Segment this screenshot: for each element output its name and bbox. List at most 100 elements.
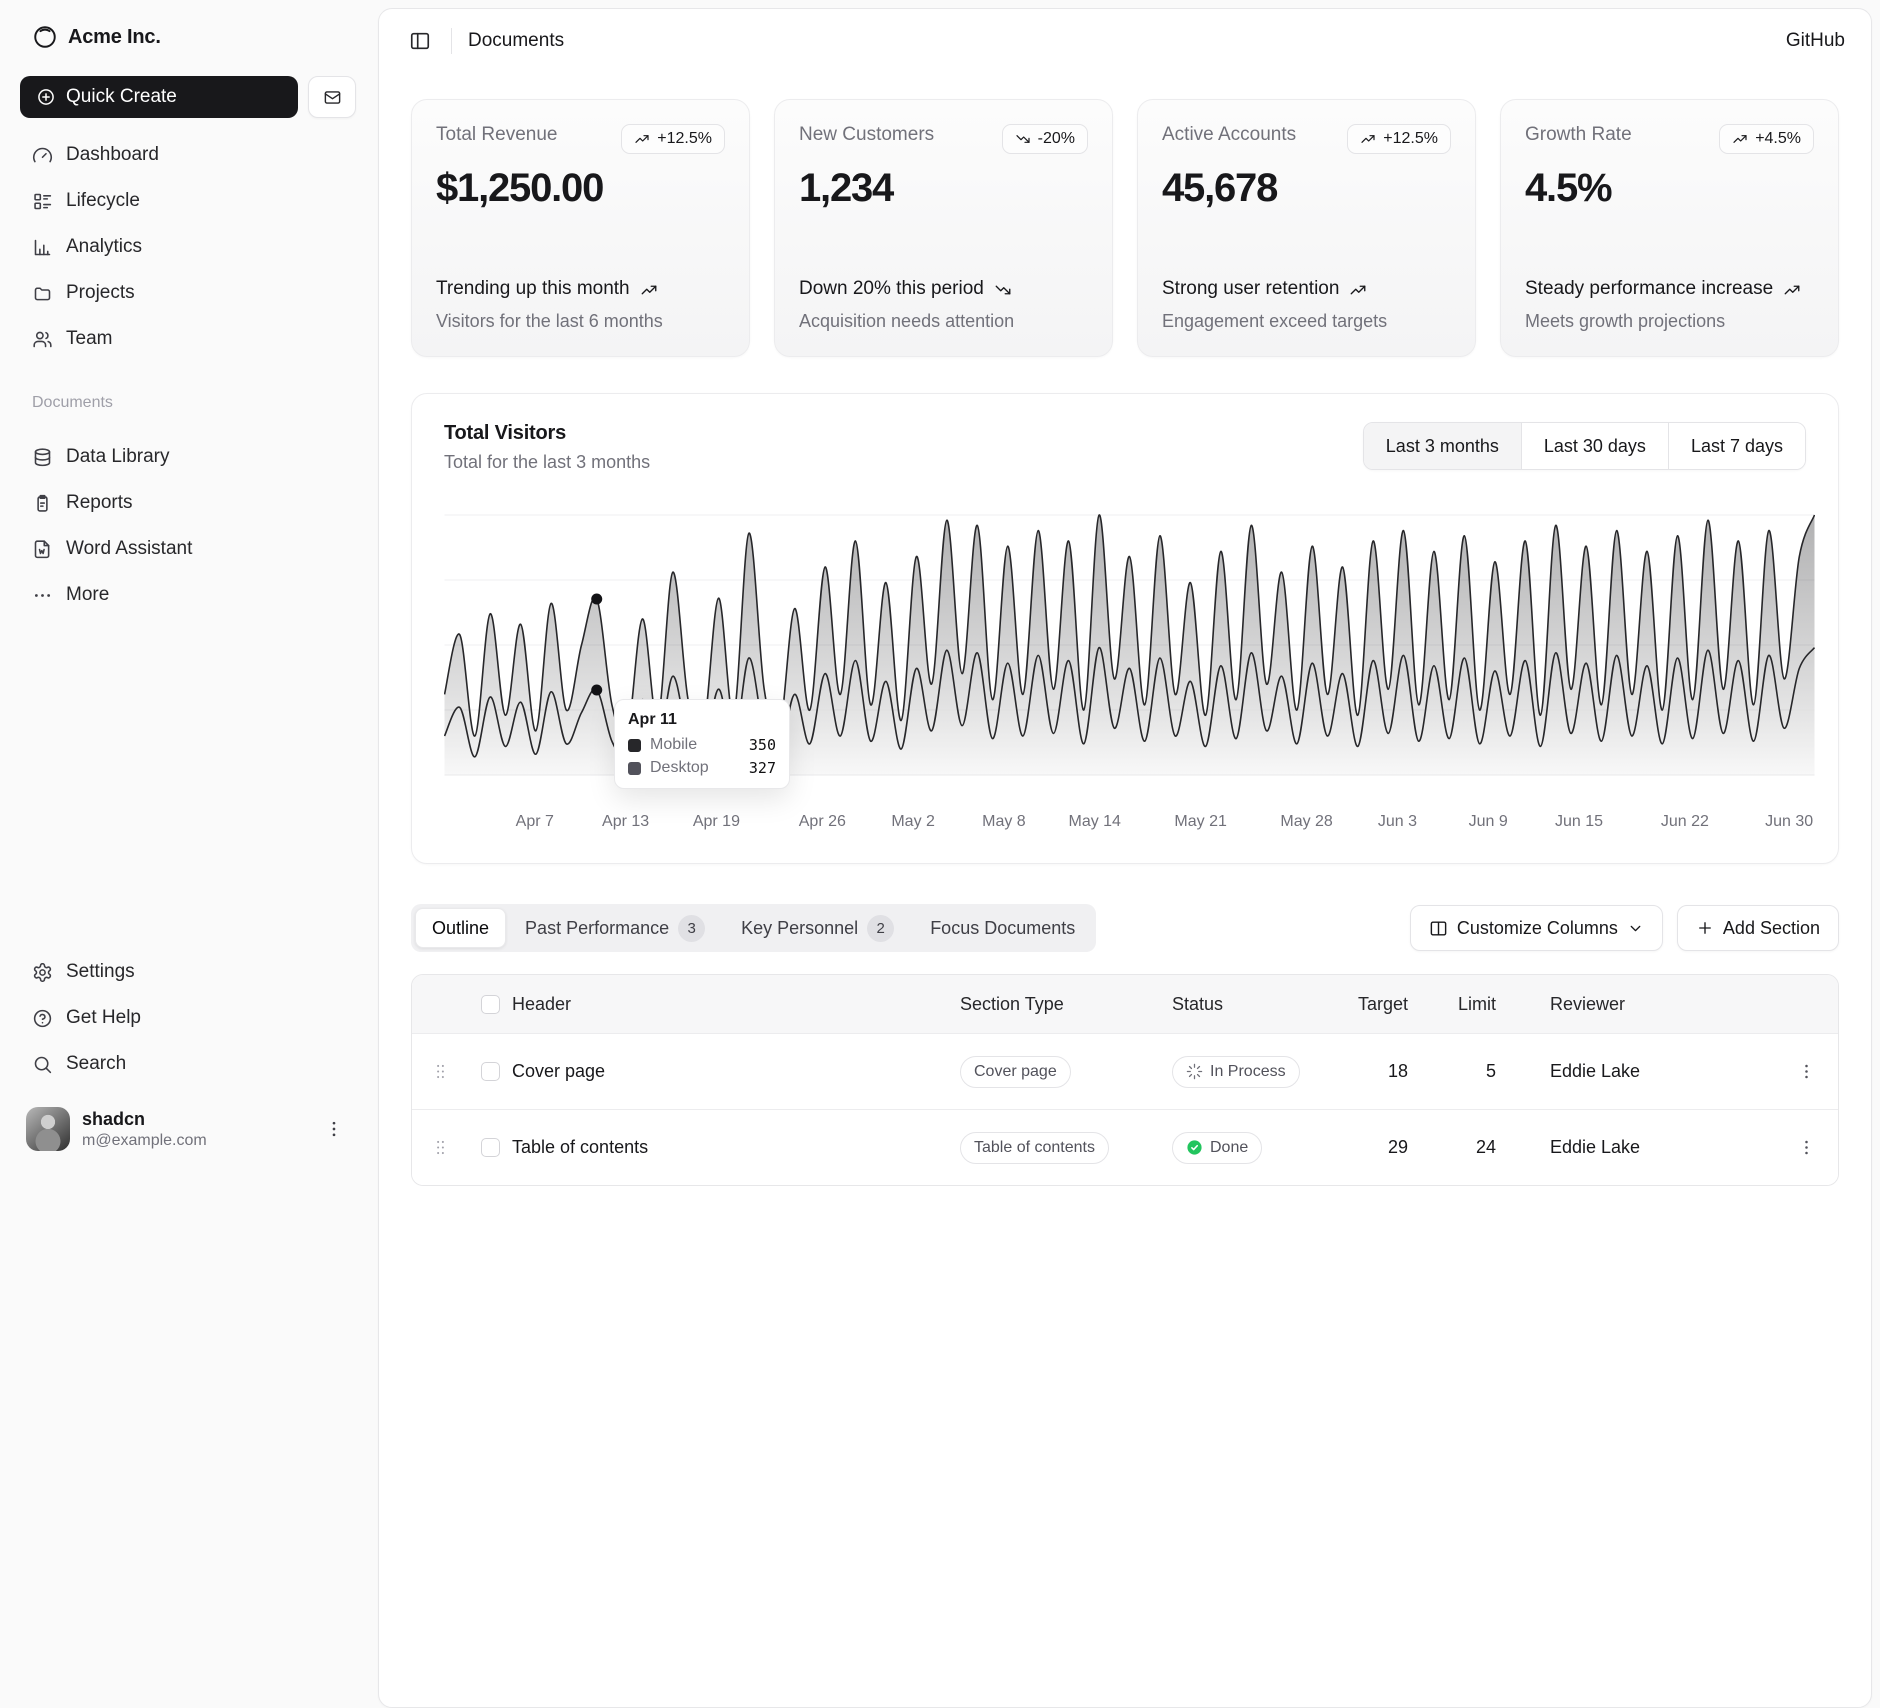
sidebar-item-team[interactable]: Team: [18, 316, 358, 362]
range-button-last-30-days[interactable]: Last 30 days: [1521, 423, 1668, 469]
x-axis-tick: May 14: [1068, 813, 1120, 831]
stat-card-value: $1,250.00: [436, 166, 725, 211]
stat-card-footnote: Steady performance increase: [1525, 277, 1814, 302]
sidebar-item-projects[interactable]: Projects: [18, 270, 358, 316]
user-menu[interactable]: shadcn m@example.com: [18, 1097, 358, 1161]
sidebar-item-search[interactable]: Search: [18, 1041, 358, 1087]
stat-cards: Total Revenue+12.5%$1,250.00Trending up …: [379, 73, 1871, 357]
loader-icon: [1186, 1063, 1203, 1080]
customize-columns-label: Customize Columns: [1457, 918, 1618, 939]
brand[interactable]: Acme Inc.: [18, 14, 358, 60]
x-axis-tick: Apr 19: [693, 813, 740, 831]
column-header-header: Header: [512, 994, 960, 1015]
x-axis-tick: Apr 13: [602, 813, 649, 831]
sidebar-item-dashboard[interactable]: Dashboard: [18, 132, 358, 178]
chevron-down-icon: [1627, 920, 1644, 937]
users-icon: [32, 329, 53, 350]
drag-handle-icon[interactable]: [412, 1062, 468, 1081]
stat-card-title: Active Accounts: [1162, 124, 1296, 146]
range-button-last-7-days[interactable]: Last 7 days: [1668, 423, 1805, 469]
trending-up-icon: [634, 131, 650, 147]
file-w-icon: [32, 539, 53, 560]
sidebar-item-label: Search: [66, 1053, 126, 1075]
row-menu-kebab-icon[interactable]: [1774, 1056, 1838, 1087]
stat-card-description: Acquisition needs attention: [799, 311, 1088, 332]
sidebar-item-label: Analytics: [66, 236, 142, 258]
trending-up-icon: [1349, 281, 1367, 299]
mail-icon: [323, 88, 342, 107]
stat-card-growth-rate: Growth Rate+4.5%4.5%Steady performance i…: [1500, 99, 1839, 357]
reviewer-cell[interactable]: Eddie Lake: [1524, 1137, 1774, 1158]
reviewer-cell[interactable]: Eddie Lake: [1524, 1061, 1774, 1082]
trend-badge-value: +12.5%: [657, 130, 712, 148]
target-cell[interactable]: 29: [1354, 1137, 1436, 1158]
row-header-cell: Table of contents: [512, 1137, 960, 1158]
page-header: Documents GitHub: [379, 9, 1871, 73]
stat-card-active-accounts: Active Accounts+12.5%45,678Strong user r…: [1137, 99, 1476, 357]
sidebar-toggle-icon[interactable]: [405, 26, 435, 56]
x-axis-tick: May 8: [982, 813, 1026, 831]
stat-card-title: New Customers: [799, 124, 934, 146]
row-checkbox[interactable]: [481, 1138, 500, 1157]
trend-badge: +12.5%: [621, 124, 725, 154]
dots-icon: [32, 585, 53, 606]
search-icon: [32, 1054, 53, 1075]
user-menu-kebab-icon[interactable]: [318, 1113, 350, 1145]
tab-focus-documents[interactable]: Focus Documents: [913, 908, 1092, 948]
stat-card-title: Total Revenue: [436, 124, 557, 146]
columns-icon: [1429, 919, 1448, 938]
sidebar-item-reports[interactable]: Reports: [18, 480, 358, 526]
stat-card-footnote: Strong user retention: [1162, 277, 1451, 302]
trending-down-icon: [994, 281, 1012, 299]
x-axis-tick: Jun 22: [1661, 813, 1709, 831]
quick-create-button[interactable]: Quick Create: [20, 76, 298, 118]
customize-columns-button[interactable]: Customize Columns: [1410, 905, 1663, 951]
tab-outline[interactable]: Outline: [415, 908, 506, 948]
column-header-section-type: Section Type: [960, 994, 1172, 1015]
status-badge: Done: [1172, 1132, 1262, 1164]
sidebar-item-analytics[interactable]: Analytics: [18, 224, 358, 270]
user-name: shadcn: [82, 1109, 207, 1130]
tab-key-personnel[interactable]: Key Personnel 2: [724, 908, 911, 948]
db-icon: [32, 447, 53, 468]
sidebar-item-settings[interactable]: Settings: [18, 949, 358, 995]
sidebar-item-data-library[interactable]: Data Library: [18, 434, 358, 480]
list-icon: [32, 191, 53, 212]
section-tabs-row: OutlinePast Performance3 Key Personnel 2 Fo…: [411, 904, 1839, 952]
drag-handle-icon[interactable]: [412, 1138, 468, 1157]
chart-icon: [32, 237, 53, 258]
select-all-checkbox[interactable]: [481, 995, 500, 1014]
x-axis-tick: May 21: [1174, 813, 1226, 831]
range-button-last-3-months[interactable]: Last 3 months: [1364, 423, 1521, 469]
limit-cell[interactable]: 5: [1436, 1061, 1524, 1082]
tab-count-badge: 3: [678, 915, 705, 942]
avatar: [26, 1107, 70, 1151]
tab-count-badge: 2: [867, 915, 894, 942]
target-cell[interactable]: 18: [1354, 1061, 1436, 1082]
row-menu-kebab-icon[interactable]: [1774, 1132, 1838, 1163]
trend-badge-value: +4.5%: [1755, 130, 1801, 148]
check-circle-icon: [1186, 1139, 1203, 1156]
trend-badge-value: +12.5%: [1383, 130, 1438, 148]
table-row-table-of-contents: Table of contentsTable of contentsDone29…: [412, 1109, 1838, 1185]
chart-area[interactable]: Apr 7Apr 13Apr 19Apr 26May 2May 8May 14M…: [444, 503, 1806, 837]
tab-label: Key Personnel: [741, 918, 858, 939]
trending-up-icon: [1732, 131, 1748, 147]
sidebar-item-get-help[interactable]: Get Help: [18, 995, 358, 1041]
trending-up-icon: [1783, 281, 1801, 299]
github-link[interactable]: GitHub: [1786, 30, 1845, 52]
sidebar-item-lifecycle[interactable]: Lifecycle: [18, 178, 358, 224]
sidebar-item-label: More: [66, 584, 109, 606]
chart-range-toggle: Last 3 monthsLast 30 daysLast 7 days: [1363, 422, 1806, 470]
add-section-button[interactable]: Add Section: [1677, 905, 1839, 951]
sidebar-item-more[interactable]: More: [18, 572, 358, 618]
inbox-button[interactable]: [308, 76, 356, 118]
trend-badge: +12.5%: [1347, 124, 1451, 154]
table-row-cover-page: Cover pageCover pageIn Process185Eddie L…: [412, 1033, 1838, 1109]
limit-cell[interactable]: 24: [1436, 1137, 1524, 1158]
sidebar-item-word-assistant[interactable]: Word Assistant: [18, 526, 358, 572]
stat-card-footnote: Down 20% this period: [799, 277, 1088, 302]
tab-past-performance[interactable]: Past Performance3: [508, 908, 722, 948]
trend-badge: +4.5%: [1719, 124, 1814, 154]
row-checkbox[interactable]: [481, 1062, 500, 1081]
